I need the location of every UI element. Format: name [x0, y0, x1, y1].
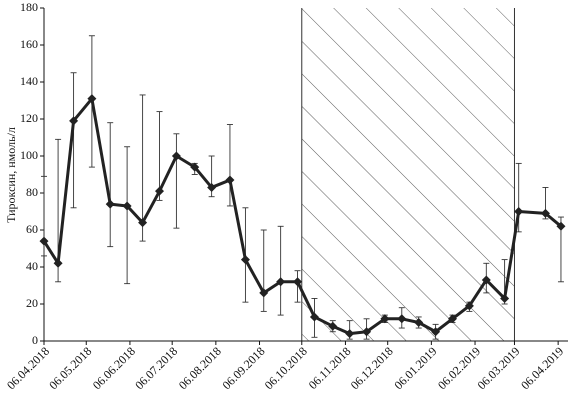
data-point: [309, 312, 319, 322]
data-point: [69, 116, 79, 126]
y-tick-label: 100: [20, 148, 38, 162]
data-point: [345, 329, 355, 339]
data-point: [225, 175, 235, 185]
data-point: [293, 277, 303, 287]
x-tick-label: 06.05.2018: [46, 344, 94, 392]
data-point: [380, 314, 390, 324]
x-tick-label: 06.09.2018: [219, 344, 267, 392]
y-tick-label: 140: [20, 74, 38, 88]
x-tick-label: 06.04.2018: [4, 344, 52, 392]
x-tick-label: 06.08.2018: [176, 344, 224, 392]
data-point: [105, 199, 115, 209]
x-tick-label: 06.10.2018: [262, 344, 310, 392]
data-point: [514, 207, 524, 216]
x-tick-label: 06.04.2019: [518, 344, 566, 392]
y-tick-label: 40: [26, 259, 38, 273]
data-point: [259, 288, 269, 298]
data-point: [540, 208, 550, 218]
data-point: [362, 327, 372, 337]
data-point: [240, 255, 250, 265]
data-point: [155, 186, 165, 196]
data-point: [556, 221, 566, 231]
y-tick-label: 160: [20, 37, 38, 51]
shaded-region: [301, 8, 515, 341]
data-point: [500, 293, 510, 303]
y-tick-label: 80: [26, 185, 38, 199]
data-point: [53, 258, 63, 268]
data-point: [397, 314, 407, 324]
x-tick-label: 06.12.2018: [348, 344, 396, 392]
y-tick-label: 180: [20, 0, 38, 14]
x-tick-label: 06.07.2018: [132, 344, 180, 392]
data-point: [171, 151, 181, 161]
y-tick-label: 0: [32, 333, 38, 347]
x-tick-label: 06.06.2018: [90, 344, 138, 392]
x-tick-label: 06.11.2018: [306, 344, 354, 392]
data-point: [414, 318, 424, 327]
data-point: [87, 94, 97, 104]
data-point: [39, 236, 49, 246]
y-tick-label: 120: [20, 111, 38, 125]
data-point: [328, 321, 338, 331]
data-point: [464, 301, 474, 311]
x-tick-label: 06.01.2019: [391, 344, 439, 392]
data-point: [431, 327, 441, 337]
x-tick-label: 06.03.2019: [474, 344, 522, 392]
data-point: [481, 275, 491, 285]
y-axis-label: Тироксин, нмоль/л: [4, 127, 18, 223]
data-point: [207, 182, 217, 192]
data-point: [447, 314, 457, 324]
data-point: [190, 162, 200, 172]
y-tick-label: 60: [26, 222, 38, 236]
y-tick-label: 20: [26, 296, 38, 310]
data-point: [122, 201, 132, 211]
data-point: [276, 277, 286, 287]
data-point: [138, 218, 148, 228]
